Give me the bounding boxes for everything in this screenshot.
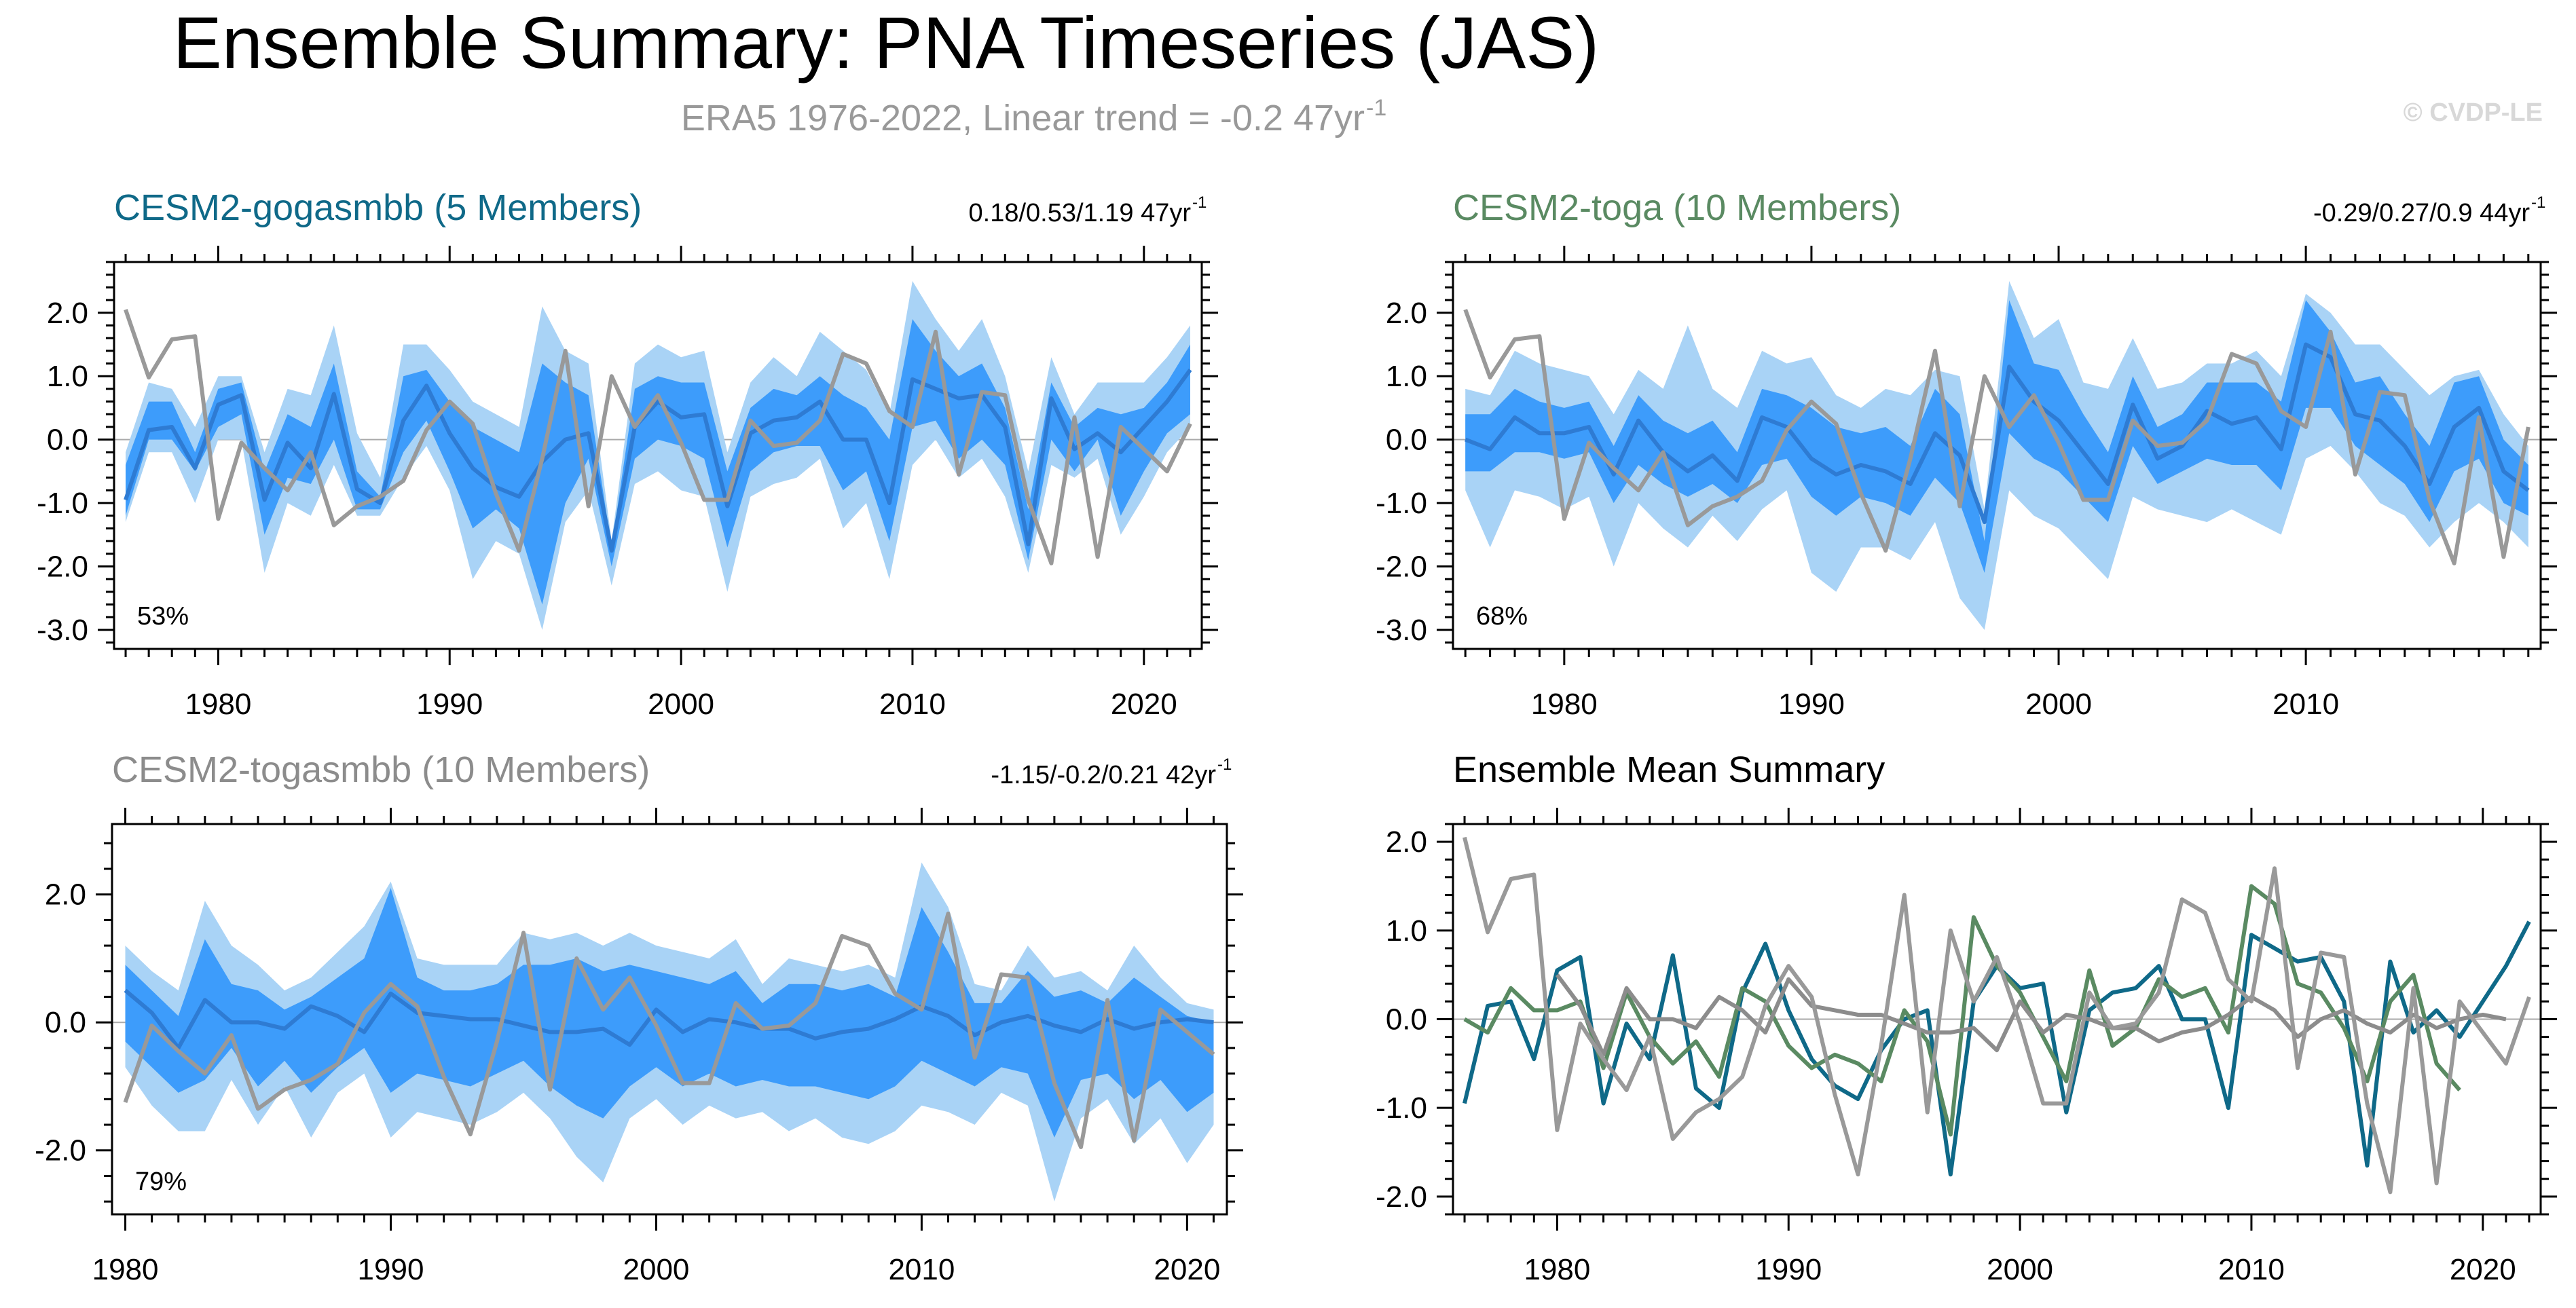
panel-title: CESM2-toga (10 Members)	[1453, 187, 1901, 228]
trend-label: 0.18/0.53/1.19 47yr	[969, 199, 1192, 227]
y-tick-label: 2.0	[1386, 297, 1427, 330]
panel-title: Ensemble Mean Summary	[1453, 749, 1885, 790]
mean-line-togasmbb	[1555, 973, 2507, 1057]
mean-line-toga	[1463, 884, 2461, 1137]
x-tick-label: 1980	[185, 688, 251, 721]
x-tick-label: 1990	[1755, 1253, 1822, 1286]
y-tick-label: 1.0	[1386, 914, 1427, 948]
y-tick-label: 0.0	[1386, 1003, 1427, 1036]
y-tick-label: 2.0	[1386, 825, 1427, 859]
ensemble-mean-line	[124, 988, 1214, 1050]
era5-observed-line	[123, 912, 1215, 1149]
y-tick-label: -1.0	[1376, 1091, 1427, 1125]
figure-subtitle: ERA5 1976-2022, Linear trend = -0.2 47yr	[681, 98, 1365, 138]
y-tick-label: 1.0	[47, 360, 88, 393]
y-tick-label: 0.0	[45, 1006, 86, 1039]
trend-label: -0.29/0.27/0.9 44yr	[2313, 199, 2530, 227]
x-tick-label: 2000	[623, 1253, 690, 1286]
panel-title: CESM2-togasmbb (10 Members)	[112, 749, 650, 790]
plot-frame	[1452, 261, 2542, 650]
x-tick-label: 1990	[1778, 688, 1845, 721]
percent-label: 68%	[1476, 602, 1528, 631]
figure-subtitle-superscript: -1	[1366, 95, 1386, 121]
trend-label-superscript: -1	[2531, 193, 2545, 212]
panel-title: CESM2-gogasmbb (5 Members)	[114, 187, 642, 228]
figure-title: Ensemble Summary: PNA Timeseries (JAS)	[173, 1, 1600, 83]
x-tick-label: 2000	[1987, 1253, 2053, 1286]
percent-label: 53%	[137, 602, 189, 631]
x-tick-label: 1980	[1524, 1253, 1590, 1286]
y-tick-label: 1.0	[1386, 360, 1427, 393]
y-tick-label: -2.0	[35, 1134, 86, 1167]
y-tick-label: -3.0	[37, 614, 88, 647]
y-tick-label: -3.0	[1376, 614, 1427, 647]
panel-gogasmbb: CESM2-gogasmbb (5 Members) 0.18/0.53/1.19…	[37, 187, 1218, 721]
x-tick-label: 2020	[2450, 1253, 2516, 1286]
x-tick-label: 1980	[92, 1253, 159, 1286]
ensemble-mean-line	[124, 369, 1192, 553]
copyright-label: © CVDP-LE	[2404, 98, 2543, 127]
x-tick-label: 1980	[1531, 688, 1598, 721]
spread-band-25-75	[126, 319, 1190, 605]
y-tick-label: 2.0	[45, 878, 86, 912]
spread-band-25-75	[125, 888, 1214, 1138]
panels: CESM2-gogasmbb (5 Members) 0.18/0.53/1.19…	[35, 187, 2557, 1286]
trend-label: -1.15/-0.2/0.21 42yr	[991, 761, 1216, 789]
panel-mean_summary: Ensemble Mean Summary 1980 1990 2000 2010 202…	[1376, 749, 2557, 1286]
x-tick-label: 2020	[1154, 1253, 1220, 1286]
era5-observed-line	[124, 309, 1192, 565]
x-tick-label: 2010	[2273, 688, 2339, 721]
y-tick-label: 2.0	[47, 297, 88, 330]
y-tick-label: -1.0	[1376, 487, 1427, 520]
y-tick-label: -2.0	[1376, 1180, 1427, 1214]
mean-line-era5	[1462, 836, 2531, 1195]
trend-label-superscript: -1	[1217, 755, 1232, 774]
panel-toga: CESM2-toga (10 Members) -0.29/0.27/0.9 44…	[1376, 187, 2557, 721]
y-tick-label: -2.0	[1376, 550, 1427, 584]
y-tick-label: -2.0	[37, 550, 88, 584]
era5-observed-line	[1463, 309, 2531, 565]
panel-togasmbb: CESM2-togasmbb (10 Members) -1.15/-0.2/0.…	[35, 749, 1243, 1286]
x-tick-label: 2010	[2218, 1253, 2285, 1286]
x-tick-label: 1990	[416, 688, 483, 721]
x-tick-label: 2010	[888, 1253, 955, 1286]
x-tick-label: 2000	[648, 688, 714, 721]
ensemble-mean-line	[1465, 342, 2530, 525]
y-tick-label: 0.0	[1386, 424, 1427, 457]
x-tick-label: 2020	[1111, 688, 1177, 721]
trend-label-superscript: -1	[1192, 193, 1207, 212]
x-tick-label: 2000	[2025, 688, 2092, 721]
percent-label: 79%	[135, 1167, 187, 1196]
x-tick-label: 2010	[879, 688, 946, 721]
plot-frame	[111, 823, 1228, 1216]
x-tick-label: 1990	[358, 1253, 424, 1286]
y-tick-label: 0.0	[47, 424, 88, 457]
y-tick-label: -1.0	[37, 487, 88, 520]
